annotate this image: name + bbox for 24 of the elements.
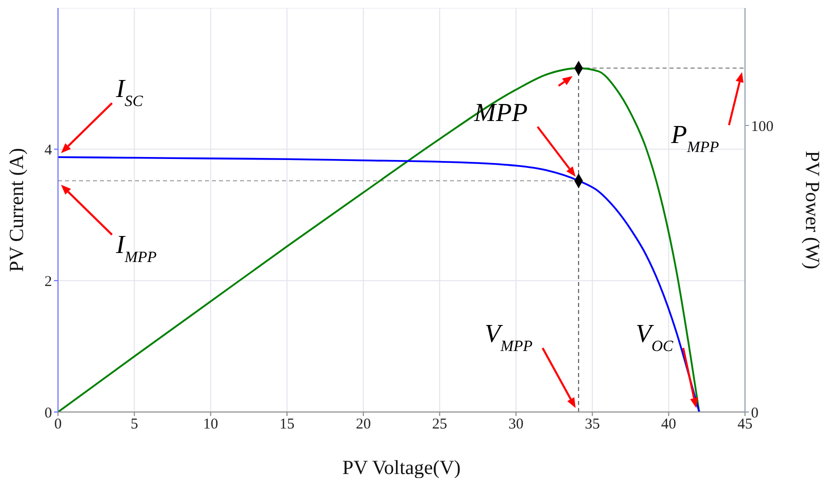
annotation: V$_{MPP}$ bbox=[484, 319, 534, 354]
y2-tick-label: 100 bbox=[751, 118, 774, 135]
x-tick-label: 30 bbox=[508, 416, 524, 433]
line-series bbox=[58, 156, 700, 412]
x-tick-label: 45 bbox=[738, 416, 752, 433]
x-tick-label: 5 bbox=[130, 416, 138, 433]
y2-tick-label: 0 bbox=[751, 405, 758, 422]
annotation: P$_{MPP}$ bbox=[670, 120, 720, 156]
x-tick-label: 40 bbox=[661, 416, 676, 433]
x-tick-label: 10 bbox=[203, 416, 218, 433]
y2-axis-title: PV Power (W) bbox=[800, 150, 823, 270]
x-tick-label: 35 bbox=[584, 416, 600, 433]
y-tick-label: 0 bbox=[44, 405, 52, 422]
x-tick-label: 25 bbox=[432, 416, 448, 433]
annotation: I$_{SC}$ bbox=[115, 74, 144, 110]
y-tick-label: 4 bbox=[44, 142, 52, 159]
annotation: MPP bbox=[473, 98, 528, 127]
annotation: I$_{MPP}$ bbox=[115, 230, 158, 266]
annotation: V$_{OC}$ bbox=[636, 319, 674, 354]
x-tick-label: 15 bbox=[280, 416, 294, 433]
x-axis-title: PV Voltage(V) bbox=[342, 457, 461, 479]
y-axis-title: PV Current (A) bbox=[6, 148, 28, 272]
y-tick-label: 2 bbox=[44, 274, 52, 290]
x-tick-label: 20 bbox=[356, 416, 371, 433]
